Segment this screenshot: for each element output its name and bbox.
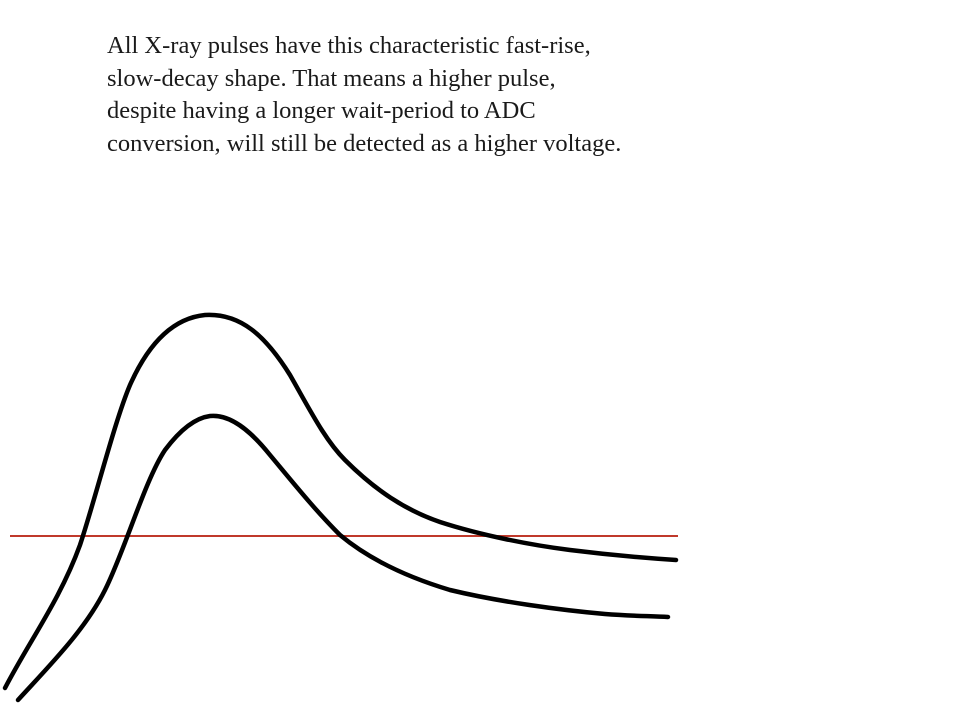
higher-pulse-curve <box>2 312 679 691</box>
caption-line-4: conversion, will still be detected as a … <box>107 129 622 157</box>
lower-pulse-curve <box>15 413 671 703</box>
caption-line-2: slow-decay shape. That means a higher pu… <box>107 64 556 92</box>
caption-line-3: despite having a longer wait-period to A… <box>107 97 536 124</box>
caption-line-1: All X-ray pulses have this characteristi… <box>107 32 591 59</box>
caption-text: All X-ray pulses have this characteristi… <box>107 30 927 160</box>
